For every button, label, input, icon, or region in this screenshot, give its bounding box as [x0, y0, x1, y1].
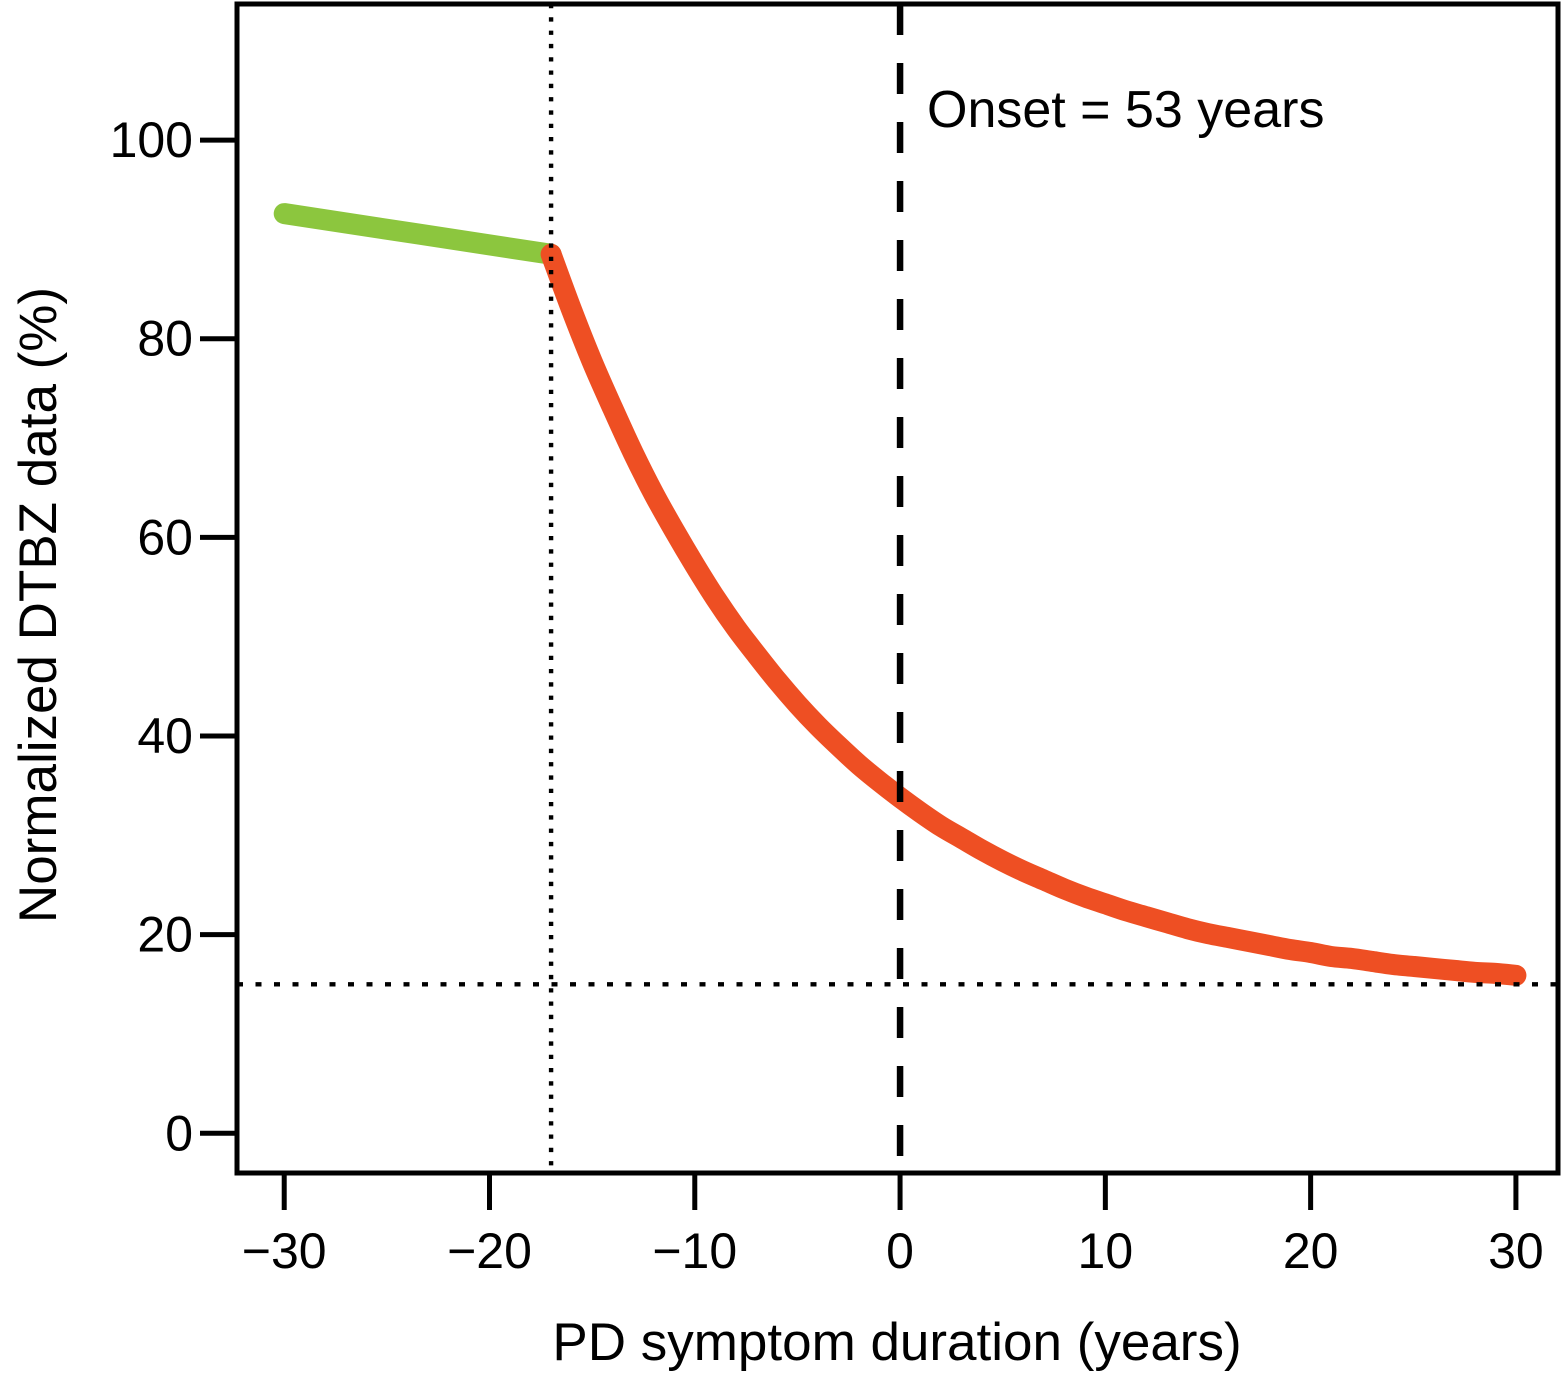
y-tick-label: 80	[137, 311, 193, 367]
x-axis-title: PD symptom duration (years)	[552, 1313, 1241, 1372]
reference-lines-layer	[237, 4, 1558, 1173]
y-tick-label: 60	[137, 509, 193, 565]
y-tick-label: 40	[137, 708, 193, 764]
x-tick-label: −30	[242, 1223, 327, 1279]
x-tick-label: −20	[447, 1223, 532, 1279]
plot-border	[234, 1, 1561, 1176]
y-tick-label: 100	[110, 112, 193, 168]
y-tick-label: 20	[137, 907, 193, 963]
x-tick-label: 30	[1488, 1223, 1544, 1279]
onset-annotation: Onset = 53 years	[927, 81, 1324, 139]
x-tick-label: −10	[652, 1223, 737, 1279]
x-tick-label: 0	[886, 1223, 914, 1279]
series-presymptomatic-decline	[273, 203, 562, 265]
x-tick-label: 10	[1078, 1223, 1134, 1279]
axes-layer: −30 −20 −10 0 10 20 30 0 20 40 60 80 100	[110, 1, 1561, 1279]
y-axis-title: Normalized DTBZ data (%)	[9, 287, 68, 923]
y-tick-label: 0	[165, 1105, 193, 1161]
series-layer	[273, 203, 1527, 986]
series-symptomatic-exponential-decline	[540, 243, 1527, 986]
x-tick-label: 20	[1283, 1223, 1339, 1279]
